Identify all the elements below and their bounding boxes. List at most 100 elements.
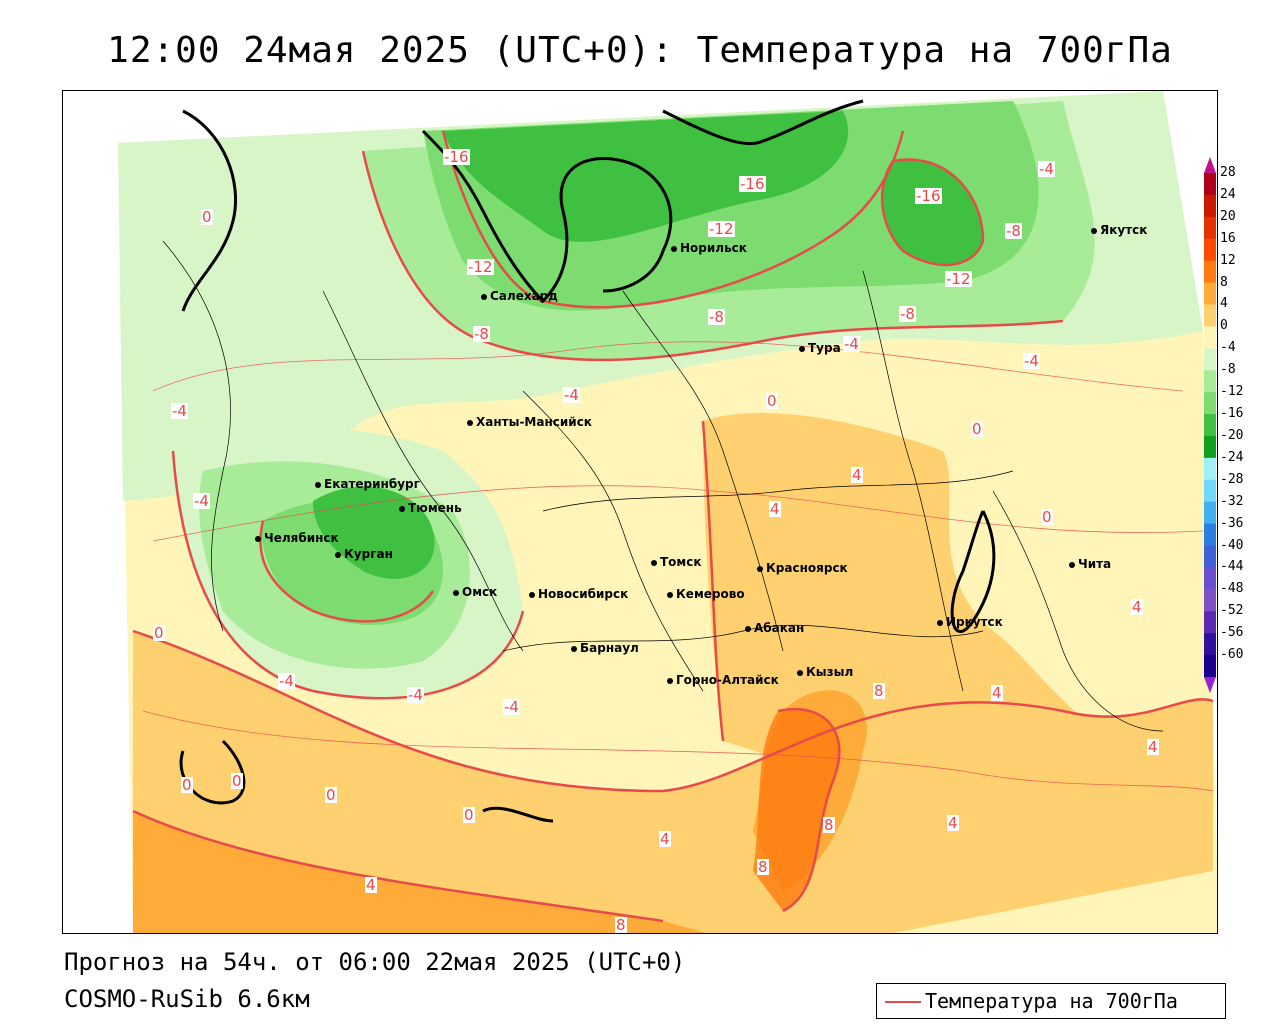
contour-label: -4	[563, 386, 580, 404]
thin-isotherms	[142, 341, 1214, 792]
city-label: Барнаул	[571, 641, 639, 655]
contour-label: -8	[899, 305, 916, 323]
colorbar-cell	[1204, 655, 1216, 678]
contour-label: 4	[1131, 598, 1143, 616]
contour-label: 0	[153, 624, 165, 642]
city-label: Кемерово	[667, 587, 745, 601]
colorbar-cell	[1204, 545, 1216, 568]
map-title: 12:00 24мая 2025 (UTC+0): Температура на…	[107, 30, 1173, 71]
contour-label: -12	[467, 258, 494, 276]
contour-label: 4	[947, 814, 959, 832]
colorbar-cell	[1204, 633, 1216, 656]
city-label: Абакан	[745, 621, 804, 635]
contour-label: 0	[181, 776, 193, 794]
city-dot	[1091, 227, 1097, 234]
city-label: Курган	[335, 547, 393, 561]
colorbar-tick-label: 24	[1220, 186, 1236, 202]
city-dot	[937, 619, 943, 626]
contour-label: 4	[365, 876, 377, 894]
colorbar-tick-label: -32	[1220, 493, 1244, 509]
contour-label: -4	[1023, 352, 1040, 370]
city-dot	[1069, 561, 1075, 568]
city-dot	[481, 293, 487, 300]
colorbar-cell	[1204, 589, 1216, 612]
warm-zone-8-south	[133, 811, 706, 933]
colorbar-tick-label: -48	[1220, 581, 1244, 597]
contour-label: -8	[1005, 222, 1022, 240]
contour-label: -4	[171, 402, 188, 420]
colorbar-tick-label: -8	[1220, 362, 1236, 378]
colorbar-cell	[1204, 282, 1216, 305]
warm-zone-8-red	[753, 709, 840, 911]
colorbar-tick-label: -56	[1220, 625, 1244, 641]
city-dot	[667, 677, 673, 684]
colorbar-tick-label: -44	[1220, 559, 1244, 575]
city-label: Норильск	[671, 241, 747, 255]
city-label: Новосибирск	[529, 587, 628, 601]
legend: Температура на 700гПа	[876, 983, 1226, 1019]
contour-label: 0	[463, 806, 475, 824]
colorbar-cell	[1204, 238, 1216, 262]
contour-label: 4	[769, 500, 781, 518]
contour-label: -4	[1038, 160, 1055, 178]
domain-mask-right	[1163, 91, 1217, 860]
city-label: Челябинск	[255, 531, 339, 545]
colorbar-cell	[1204, 479, 1216, 503]
contour-label: 8	[873, 682, 885, 700]
colorbar-bottom-arrow	[1204, 677, 1216, 693]
legend-line-swatch	[885, 1001, 921, 1003]
contour-label: 0	[325, 786, 337, 804]
colorbar-top-arrow	[1204, 157, 1216, 173]
colorbar-tick-label: 0	[1220, 318, 1228, 334]
colorbar-cell	[1204, 501, 1216, 525]
colorbar-tick-label: -20	[1220, 427, 1244, 443]
contour-label: -4	[503, 698, 520, 716]
region-borders	[162, 240, 1164, 732]
contour-label: -16	[443, 148, 470, 166]
colorbar: 28 24 20 16 12 8 4 0 -4 -8 -12 -16 -20 -24 -28 -32 -36 -4…	[1200, 155, 1280, 695]
city-dot	[745, 625, 751, 632]
colorbar-cell	[1204, 523, 1216, 547]
contour-label: -16	[739, 175, 766, 193]
colorbar-cell	[1204, 304, 1216, 327]
city-dot	[315, 481, 321, 488]
colorbar-cell	[1204, 326, 1216, 349]
colorbar-cell	[1204, 173, 1216, 196]
contour-label: 0	[201, 208, 213, 226]
city-dot	[797, 669, 803, 676]
colorbar-cell	[1204, 611, 1216, 634]
contour-label: 0	[231, 772, 243, 790]
city-dot	[671, 245, 677, 252]
city-label: Омск	[453, 585, 497, 599]
colorbar-tick-label: -60	[1220, 647, 1244, 663]
city-label: Кызыл	[797, 665, 853, 679]
city-dot	[399, 505, 405, 512]
contour-label: 8	[823, 816, 835, 834]
isotherm-lines	[132, 130, 1214, 923]
temperature-map	[63, 91, 1217, 933]
colorbar-tick-label: -24	[1220, 449, 1244, 465]
city-dot	[799, 345, 805, 352]
colorbar-cell	[1204, 370, 1216, 393]
colorbar-tick-label: 28	[1220, 165, 1236, 180]
contour-label: -12	[708, 220, 735, 238]
colorbar-tick-label: -12	[1220, 384, 1244, 400]
contour-label: -8	[708, 308, 725, 326]
colorbar-tick-label: -28	[1220, 471, 1244, 487]
contour-label: 8	[615, 916, 627, 934]
contour-label: -16	[915, 187, 942, 205]
colorbar-tick-label: -52	[1220, 603, 1244, 619]
colorbar-svg	[1204, 157, 1216, 693]
colorbar-cell	[1204, 392, 1216, 415]
colorbar-tick-label: -40	[1220, 537, 1244, 553]
contour-label: 4	[991, 684, 1003, 702]
city-dot	[453, 589, 459, 596]
city-label: Якутск	[1091, 223, 1147, 237]
contour-label: 8	[757, 858, 769, 876]
model-info: COSMO-RuSib 6.6км	[64, 985, 310, 1013]
colorbar-tick-label: -4	[1220, 340, 1236, 356]
domain-mask-left	[63, 91, 133, 933]
contour-label: -4	[193, 492, 210, 510]
colorbar-cell	[1204, 348, 1216, 371]
city-label: Горно-Алтайск	[667, 673, 779, 687]
